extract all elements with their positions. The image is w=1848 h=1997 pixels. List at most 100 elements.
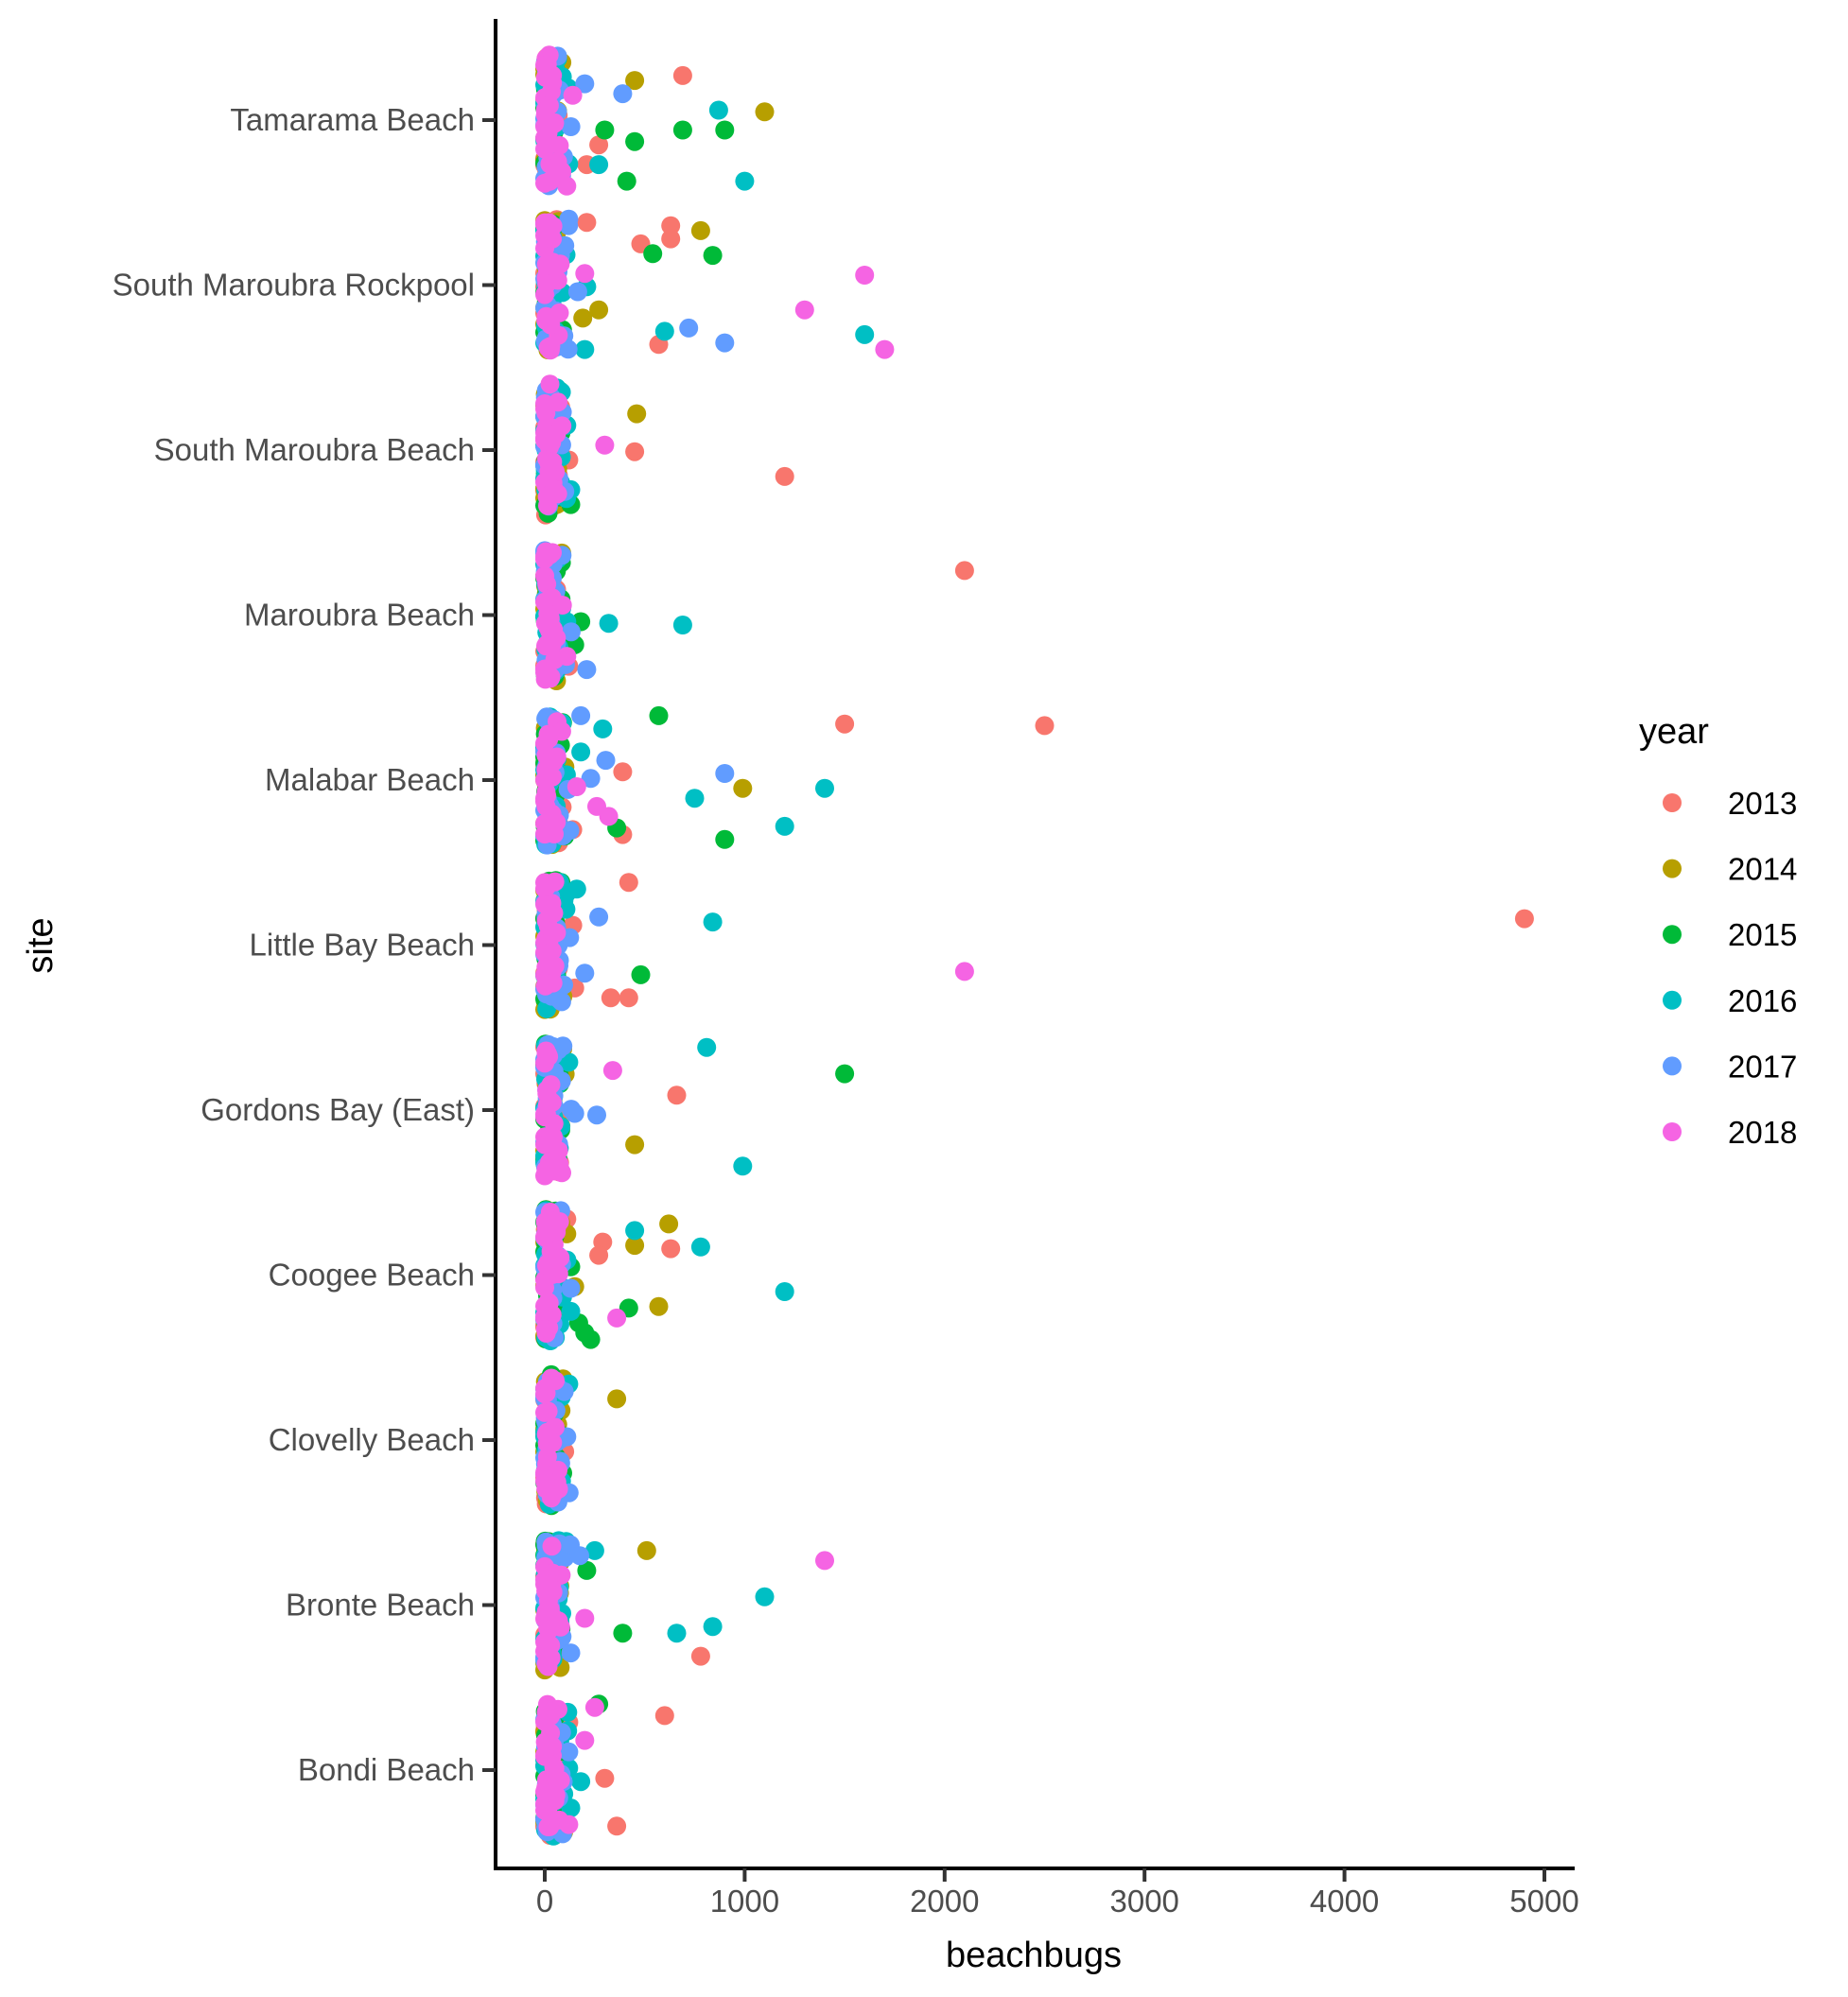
data-point: [543, 65, 563, 85]
data-point: [835, 714, 855, 734]
data-point: [581, 769, 601, 789]
data-point: [543, 1264, 563, 1284]
y-tick-label: Tamarama Beach: [230, 102, 475, 137]
data-point: [536, 636, 555, 656]
data-point: [672, 616, 692, 634]
data-point: [587, 1105, 606, 1125]
data-point: [565, 1103, 584, 1123]
data-point: [536, 403, 556, 423]
data-point: [596, 751, 616, 771]
data-point: [575, 264, 595, 284]
data-point: [561, 622, 581, 642]
data-point: [794, 300, 814, 320]
data-point: [541, 808, 561, 828]
data-point: [571, 742, 591, 762]
data-point: [540, 340, 560, 360]
data-point: [537, 877, 557, 896]
data-point: [690, 1646, 710, 1666]
data-point: [549, 1212, 569, 1231]
data-point: [601, 988, 620, 1008]
y-tick-label: Malabar Beach: [265, 762, 475, 797]
legend-label: 2013: [1728, 786, 1797, 821]
data-point: [703, 1617, 723, 1637]
legend-key-2018: [1663, 1122, 1682, 1141]
data-point: [536, 1602, 556, 1622]
data-point: [539, 1047, 559, 1067]
data-point: [552, 596, 572, 615]
data-point: [775, 1282, 794, 1301]
data-point: [539, 96, 559, 115]
data-point: [553, 1036, 573, 1056]
data-point: [584, 1540, 604, 1560]
legend-key-2015: [1663, 925, 1682, 945]
data-point: [575, 964, 595, 983]
x-tick-label: 0: [536, 1884, 553, 1919]
data-point: [715, 120, 735, 140]
data-point: [542, 1537, 562, 1556]
data-point: [543, 229, 562, 249]
x-tick-label: 1000: [710, 1884, 779, 1919]
points-layer: [535, 45, 1534, 1846]
data-point: [567, 879, 586, 899]
data-point: [561, 117, 581, 136]
data-point: [775, 466, 794, 486]
data-point: [755, 102, 775, 122]
data-point: [661, 216, 681, 235]
data-point: [1035, 716, 1055, 736]
data-point: [654, 321, 674, 341]
data-point: [545, 1150, 565, 1170]
x-axis-ticks: 0 1000 2000 3000 4000 5000: [536, 1868, 1579, 1919]
data-point: [607, 1389, 627, 1409]
data-point: [575, 1608, 595, 1628]
data-point: [558, 339, 578, 359]
data-point: [672, 120, 692, 140]
x-tick-label: 3000: [1109, 1884, 1178, 1919]
legend-key-2014: [1663, 859, 1682, 878]
data-point: [607, 1816, 627, 1836]
data-point: [577, 1560, 597, 1580]
data-point: [703, 246, 723, 266]
data-point: [543, 1433, 563, 1452]
data-point: [540, 621, 560, 641]
data-point: [544, 1483, 564, 1502]
data-point: [539, 768, 559, 788]
data-point: [542, 748, 562, 768]
data-point: [613, 1624, 633, 1643]
y-axis-ticks: Tamarama Beach South Maroubra Rockpool Sou…: [113, 102, 496, 1787]
legend-items: 2013 2014 2015 2016 2017 2018: [1663, 786, 1797, 1150]
data-point: [775, 816, 794, 836]
legend: year 2013 2014 2015 2016 2017 2018: [1639, 712, 1797, 1150]
data-point: [954, 561, 974, 581]
data-point: [815, 1551, 834, 1571]
data-point: [538, 1401, 558, 1421]
data-point: [613, 84, 633, 104]
x-tick-label: 2000: [910, 1884, 979, 1919]
data-point: [581, 1329, 601, 1349]
data-point: [685, 789, 705, 808]
data-point: [690, 220, 710, 240]
x-axis-title: beachbugs: [946, 1936, 1122, 1975]
y-axis-title: site: [21, 917, 61, 973]
data-point: [667, 1624, 687, 1643]
data-point: [755, 1587, 775, 1606]
data-point: [557, 176, 577, 196]
data-point: [708, 100, 728, 120]
data-point: [625, 71, 645, 91]
data-point: [654, 1706, 674, 1726]
data-point: [703, 912, 723, 932]
data-point: [559, 1742, 579, 1762]
legend-label: 2017: [1728, 1049, 1797, 1084]
data-point: [617, 171, 636, 191]
data-point: [667, 1085, 687, 1105]
series-2018: [535, 45, 974, 1836]
data-point: [548, 270, 567, 290]
y-tick-label: Bronte Beach: [286, 1588, 475, 1623]
data-point: [661, 229, 681, 249]
data-point: [575, 74, 595, 94]
data-point: [625, 442, 645, 461]
data-point: [571, 705, 591, 725]
data-point: [563, 85, 583, 105]
legend-title: year: [1639, 712, 1709, 752]
data-point: [715, 764, 735, 783]
